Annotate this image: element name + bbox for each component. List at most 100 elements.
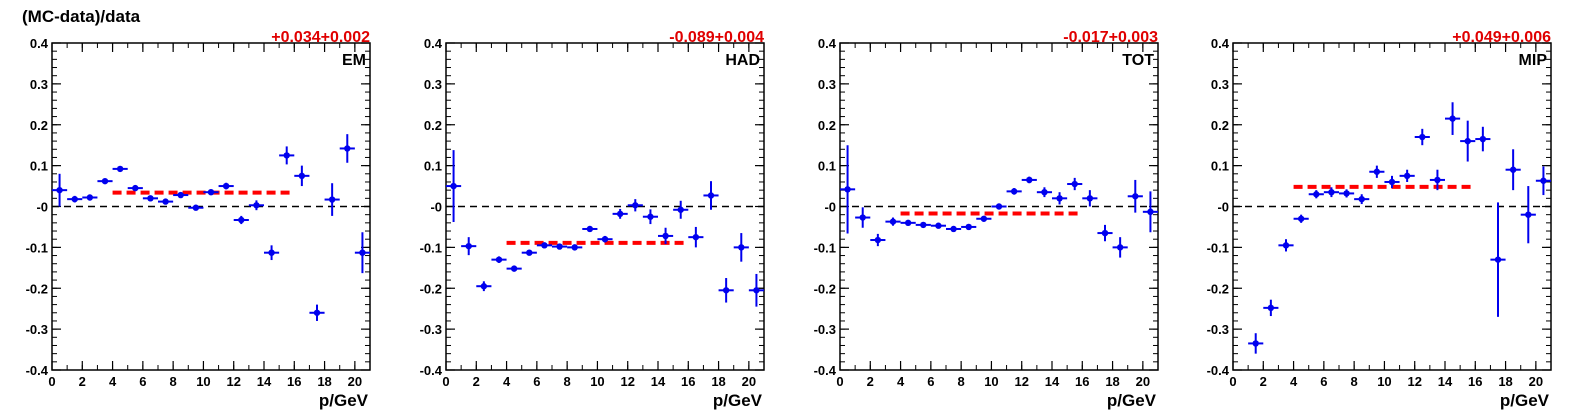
data-marker [753,287,760,294]
x-tick-label: 6 [927,374,934,389]
data-point [1520,186,1536,244]
data-marker [1026,176,1033,184]
data-marker [874,236,882,244]
data-point [476,281,492,292]
data-point [491,256,507,263]
data-marker [662,232,669,240]
panel-label: EM [342,52,366,69]
x-tick-label: 14 [1045,374,1060,389]
data-marker [632,202,639,209]
x-tick-label: 16 [1468,374,1482,389]
data-point [1369,165,1385,178]
chart-panel-tot: 0.4 0.3 0.2 0.1 -0 -0.1 -0.2 -0.3 -0.40 2 4 6 8 10 12 1… [814,29,1159,410]
data-point [264,245,280,261]
y-tick-label: 0.3 [30,77,48,92]
data-point [339,134,355,163]
data-marker [616,210,624,218]
y-axis-title: (MC-data)/data [22,7,141,26]
y-tick-label: -0 [1217,200,1229,215]
data-point [536,242,552,249]
x-tick-label: 0 [1229,374,1236,389]
chart-panel-em: 0.4 0.3 0.2 0.1 -0 -0.1 -0.2 -0.3 -0.40 2 4 6 8 10 12 1… [26,29,371,410]
y-tick-label: -0 [824,200,836,215]
data-point [1006,188,1022,195]
data-point [627,199,643,212]
chart-panel-had: 0.4 0.3 0.2 0.1 -0 -0.1 -0.2 -0.3 -0.40 2 4 6 8 10 12 1… [420,29,765,410]
x-tick-label: 6 [139,374,146,389]
y-tick-label: -0.3 [420,322,442,337]
x-tick-label: 0 [836,374,843,389]
fit-value-label: +0.034+0.002 [271,29,370,46]
x-tick-label: 10 [1377,374,1391,389]
x-tick-label: 20 [348,374,362,389]
y-tick-label: 0.4 [424,36,443,51]
x-tick-label: 12 [1014,374,1028,389]
y-tick-label: -0.1 [1207,240,1229,255]
data-point [97,177,113,185]
data-marker [647,213,654,220]
data-marker [1132,193,1139,200]
data-point [506,265,522,272]
data-point [1278,239,1294,252]
data-marker [147,195,154,202]
data-marker [586,225,594,233]
data-marker [268,249,275,256]
data-marker [56,186,63,194]
x-tick-label: 2 [867,374,874,389]
data-point [521,249,537,256]
y-tick-label: -0.1 [26,240,48,255]
data-marker [465,242,472,250]
data-marker [1419,133,1426,141]
data-marker [101,177,109,185]
data-marker [344,145,351,152]
x-tick-label: 10 [984,374,998,389]
data-marker [920,221,927,229]
y-tick-label: 0.2 [818,118,836,133]
data-marker [177,191,184,199]
data-point [703,181,719,210]
y-tick-label: -0.1 [420,240,442,255]
data-marker [1403,172,1411,180]
y-tick-label: 0.3 [424,77,442,92]
y-tick-label: 0.3 [1211,77,1229,92]
x-tick-label: 12 [1407,374,1421,389]
data-marker [192,204,200,211]
data-marker [495,256,503,263]
data-point [188,204,204,211]
panels: 0.40.30.20.1-0-0.1-0.2-0.3-0.40 2 4 6 8 10 12 1… [26,29,1552,410]
x-tick-label: 8 [564,374,571,389]
x-tick-label: 16 [1075,374,1089,389]
y-tick-label: -0 [36,200,48,215]
data-marker [1116,244,1124,251]
data-point [991,203,1007,210]
data-marker [571,244,578,251]
panel-label: TOT [1122,52,1154,69]
data-marker [359,249,366,256]
data-marker [965,223,972,231]
data-marker [995,203,1003,210]
data-marker [1282,242,1290,249]
data-point [1142,191,1158,233]
data-marker [1101,229,1109,237]
data-marker [722,287,730,294]
data-marker [738,244,745,251]
data-marker [510,265,518,272]
data-point [203,188,219,196]
y-tick-label: 0.3 [818,77,836,92]
x-axis-title: p/GeV [319,391,369,410]
data-point [976,215,992,222]
data-point [1036,187,1052,198]
y-tick-label: 0.4 [1211,36,1230,51]
data-point [173,191,189,199]
data-point [354,232,370,274]
y-tick-label: -0.3 [814,322,836,337]
data-marker [950,225,957,233]
x-tick-label: 18 [1105,374,1119,389]
data-point [309,304,325,321]
x-axis-title: p/GeV [713,391,763,410]
data-point [1354,194,1370,205]
x-tick-label: 4 [1290,374,1298,389]
data-marker [1010,188,1018,195]
data-point [82,194,98,201]
data-point [733,233,749,262]
